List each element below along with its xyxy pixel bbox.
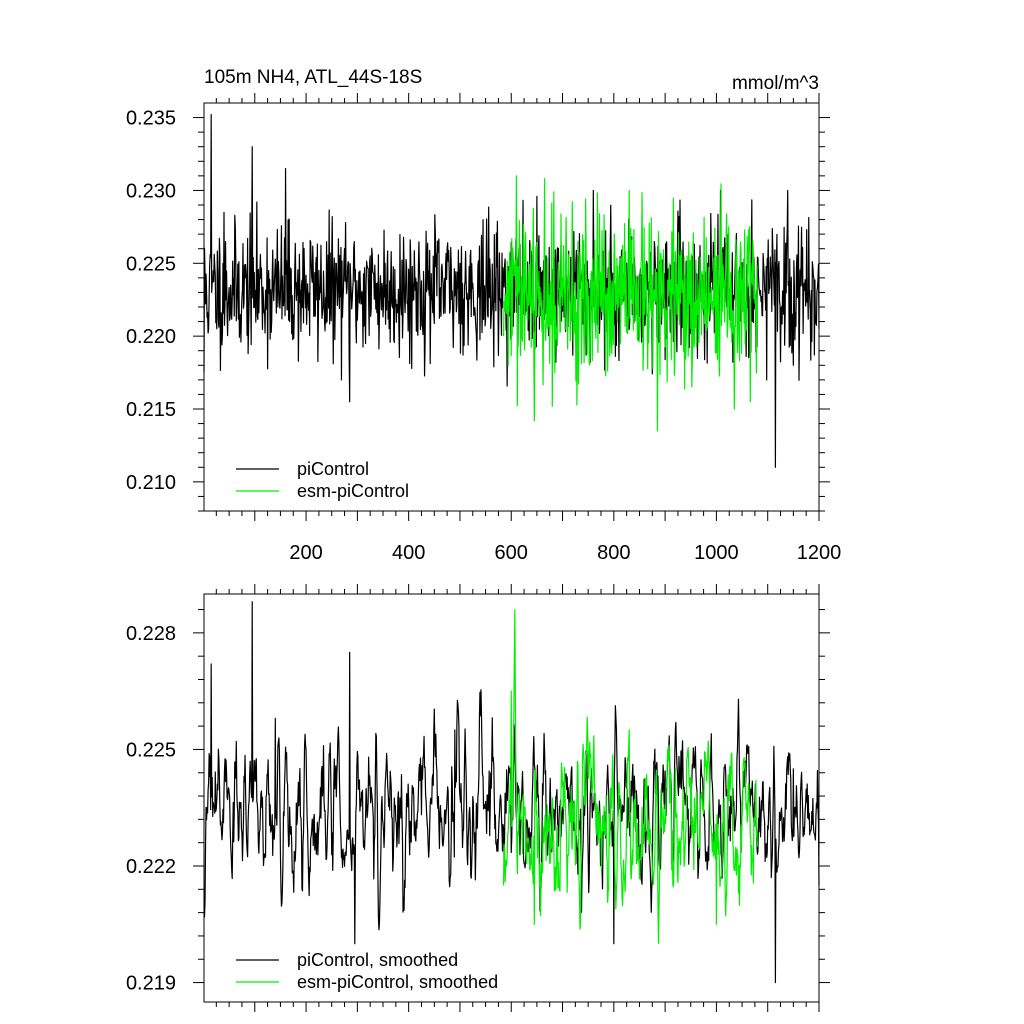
chart-1-x-tick-label: 1000 — [694, 542, 739, 564]
chart-1-y-tick-label: 0.220 — [126, 326, 176, 348]
chart-1-x-tick-label: 200 — [289, 542, 322, 564]
chart-1-y-tick-label: 0.215 — [126, 399, 176, 421]
chart-1-units: mmol/m^3 — [732, 73, 819, 94]
bottom-panel: 0.219 0.222 0.225 0.228 piControl, smoothede… — [126, 584, 830, 1012]
chart-1-y-tick-label: 0.210 — [126, 472, 176, 494]
chart-1-x-tick-label: 1200 — [797, 542, 842, 564]
chart-1-y-tick-label: 0.230 — [126, 180, 176, 202]
chart-1-x-tick-label: 400 — [392, 542, 425, 564]
chart-1-series-2-line — [502, 175, 759, 432]
chart-2-y-tick-label: 0.219 — [126, 973, 176, 995]
chart-2-y-tick-label: 0.222 — [126, 856, 176, 878]
chart-1-y-tick-label: 0.235 — [126, 108, 176, 130]
chart-1-x-tick-label: 800 — [597, 542, 630, 564]
chart-2-legend-label-2: esm-piControl, smoothed — [297, 972, 498, 992]
chart-2-y-tick-label: 0.225 — [126, 739, 176, 761]
chart-1-x-tick-label: 600 — [495, 542, 528, 564]
chart-1-legend-label-1: piControl — [297, 459, 369, 479]
chart-2-series-2-line — [502, 609, 759, 944]
top-panel: 200 400 600 800 1000 1200 0.210 0.215 0.220 0.225… — [126, 67, 841, 564]
chart-2-y-tick-label: 0.228 — [126, 623, 176, 645]
chart-1-y-tick-label: 0.225 — [126, 253, 176, 275]
chart-1-title: 105m NH4, ATL_44S-18S — [204, 67, 422, 88]
chart-1-legend-label-2: esm-piControl — [297, 481, 409, 501]
chart-2-legend-label-1: piControl, smoothed — [297, 950, 458, 970]
